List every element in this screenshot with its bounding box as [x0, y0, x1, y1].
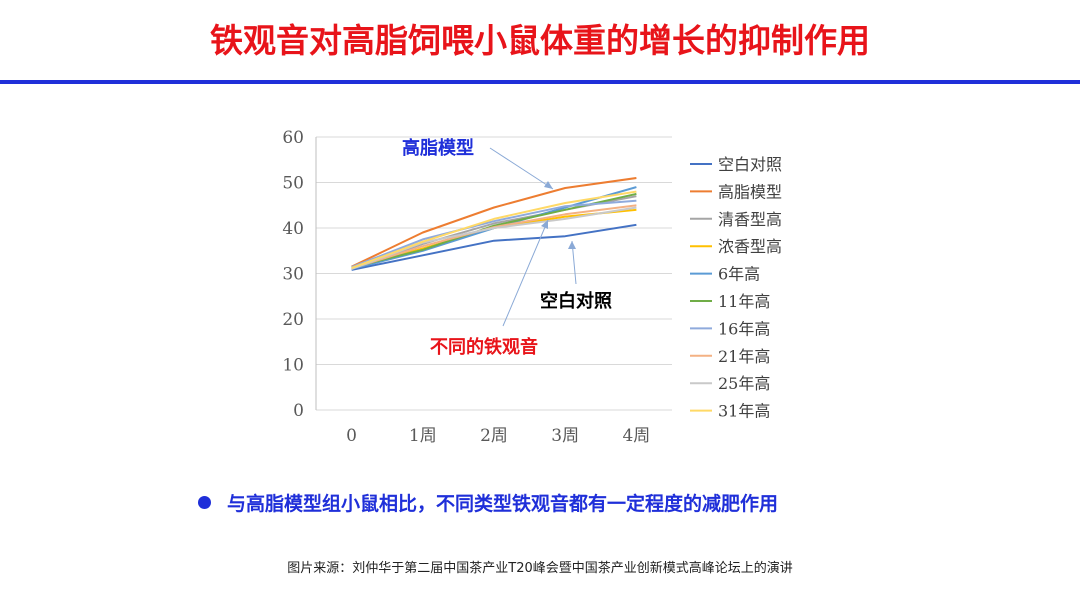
summary-text: 与高脂模型组小鼠相比，不同类型铁观音都有一定程度的减肥作用: [227, 493, 779, 515]
legend-label: 11年高: [718, 292, 770, 311]
y-tick-label: 60: [282, 128, 304, 148]
slide-title: 铁观音对高脂饲喂小鼠体重的增长的抑制作用: [210, 21, 870, 60]
legend-label: 16年高: [718, 319, 770, 338]
y-tick-labels: 0 10 20 30 40 50 60: [282, 128, 304, 421]
y-tick-label: 50: [282, 174, 304, 194]
title-underline: [0, 80, 1080, 84]
legend-label: 清香型高: [718, 210, 782, 229]
annotation-arrowhead-high-fat: [544, 181, 553, 189]
y-tick-label: 0: [293, 401, 304, 421]
y-tick-label: 30: [282, 265, 304, 285]
gridlines: [315, 136, 672, 411]
annotation-high-fat-model: 高脂模型: [402, 137, 474, 159]
annotation-arrow-tieguanyin: [502, 219, 549, 327]
series-line: [351, 223, 637, 271]
series-line: [351, 206, 637, 270]
legend-label: 31年高: [718, 402, 770, 421]
x-tick-label: 1周: [409, 426, 437, 446]
bullet-dot-icon: [198, 496, 211, 509]
x-tick-labels: 0 1周 2周 3周 4周: [346, 426, 650, 446]
annotation-arrow-high-fat: [489, 147, 554, 190]
y-tick-label: 20: [282, 310, 304, 330]
annotation-blank-control: 空白对照: [540, 290, 612, 312]
series-line: [351, 190, 637, 269]
annotation-arrowhead-control: [568, 241, 576, 249]
legend-label: 21年高: [718, 347, 770, 366]
y-tick-label: 40: [282, 219, 304, 239]
legend-label: 空白对照: [718, 155, 782, 174]
source-caption: 图片来源：刘仲华于第二届中国茶产业T20峰会暨中国茶产业创新模式高峰论坛上的演讲: [287, 561, 793, 576]
x-tick-label: 3周: [551, 426, 579, 446]
x-tick-label: 0: [346, 426, 357, 446]
legend-label: 6年高: [718, 265, 760, 284]
x-tick-label: 4周: [622, 426, 650, 446]
series-lines: [351, 177, 637, 271]
summary-bullet: 与高脂模型组小鼠相比，不同类型铁观音都有一定程度的减肥作用: [198, 489, 778, 516]
y-tick-label: 10: [282, 356, 304, 376]
legend-label: 浓香型高: [718, 237, 782, 256]
annotation-arrowhead-tieguanyin: [541, 220, 548, 229]
x-tick-label: 2周: [480, 426, 508, 446]
legend-label: 25年高: [718, 374, 770, 393]
series-line: [351, 199, 637, 269]
annotation-different-tieguanyin: 不同的铁观音: [430, 336, 538, 358]
series-line: [351, 177, 637, 268]
legend-label: 高脂模型: [718, 182, 782, 201]
annotations: 高脂模型 空白对照 不同的铁观音: [402, 137, 612, 358]
